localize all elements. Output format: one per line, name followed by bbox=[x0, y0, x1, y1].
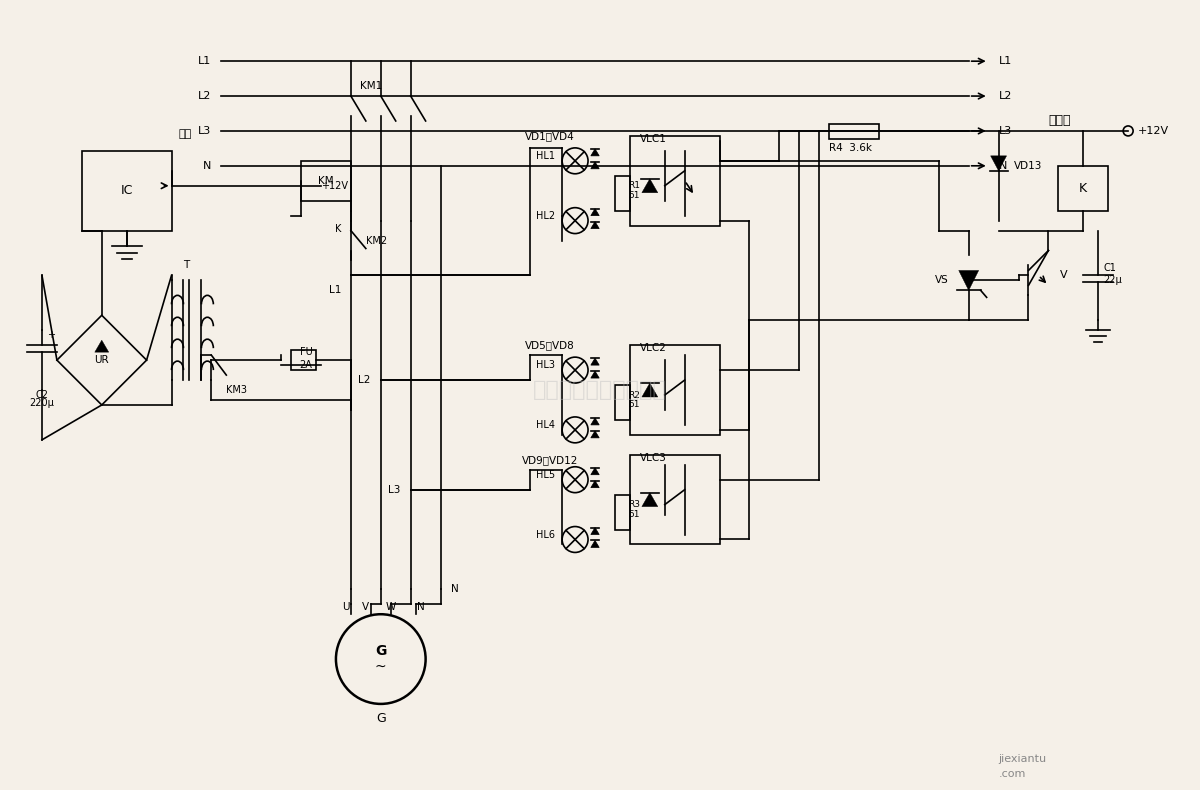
Text: HL3: HL3 bbox=[536, 360, 556, 370]
Text: VD1～VD4: VD1～VD4 bbox=[526, 131, 575, 141]
Polygon shape bbox=[590, 209, 599, 216]
Bar bbox=[630, 345, 720, 435]
Text: ~: ~ bbox=[374, 660, 386, 674]
Text: K: K bbox=[335, 224, 341, 234]
Text: IC: IC bbox=[120, 184, 133, 198]
Text: 51: 51 bbox=[628, 510, 640, 519]
Text: R2: R2 bbox=[628, 390, 640, 400]
Bar bbox=[630, 455, 720, 544]
Text: L1: L1 bbox=[998, 56, 1012, 66]
Bar bbox=[301, 161, 350, 201]
Bar bbox=[614, 385, 630, 420]
Text: +12V: +12V bbox=[1138, 126, 1169, 136]
Text: VLC3: VLC3 bbox=[640, 453, 667, 463]
Text: N: N bbox=[450, 585, 458, 594]
Text: N: N bbox=[998, 161, 1007, 171]
Text: 电网: 电网 bbox=[178, 129, 192, 139]
Text: U: U bbox=[342, 602, 349, 612]
Text: +12V: +12V bbox=[320, 181, 348, 190]
Text: R4  3.6k: R4 3.6k bbox=[829, 143, 872, 153]
Text: C2: C2 bbox=[36, 390, 48, 400]
Text: HL4: HL4 bbox=[536, 420, 556, 430]
Text: KM3: KM3 bbox=[227, 385, 247, 395]
Text: 杭州特睿科技有限公司: 杭州特睿科技有限公司 bbox=[533, 380, 667, 400]
Text: G: G bbox=[376, 713, 385, 725]
Text: N: N bbox=[203, 161, 211, 171]
Polygon shape bbox=[590, 371, 599, 378]
Text: +: + bbox=[47, 330, 55, 340]
Polygon shape bbox=[95, 340, 109, 352]
Text: KM1: KM1 bbox=[360, 81, 382, 91]
Text: UR: UR bbox=[95, 356, 109, 365]
Text: jiexiantu: jiexiantu bbox=[998, 754, 1046, 764]
Text: L3: L3 bbox=[998, 126, 1012, 136]
Text: C1: C1 bbox=[1103, 263, 1116, 273]
Polygon shape bbox=[642, 493, 658, 506]
Text: HL6: HL6 bbox=[536, 529, 556, 540]
Text: 2A: 2A bbox=[300, 360, 312, 370]
Text: L2: L2 bbox=[359, 375, 371, 385]
Text: K: K bbox=[1079, 182, 1087, 194]
Polygon shape bbox=[590, 540, 599, 547]
Text: KM: KM bbox=[318, 175, 334, 186]
Bar bbox=[1058, 166, 1109, 211]
Text: VD5～VD8: VD5～VD8 bbox=[526, 340, 575, 350]
Text: L1: L1 bbox=[329, 285, 341, 295]
Text: 51: 51 bbox=[628, 401, 640, 409]
Polygon shape bbox=[590, 149, 599, 156]
Polygon shape bbox=[642, 179, 658, 193]
Text: L3: L3 bbox=[389, 485, 401, 495]
Text: R1: R1 bbox=[628, 181, 640, 190]
Text: VD13: VD13 bbox=[1014, 161, 1042, 171]
Text: V: V bbox=[1060, 270, 1067, 280]
Polygon shape bbox=[590, 162, 599, 169]
Text: KM2: KM2 bbox=[366, 235, 386, 246]
Polygon shape bbox=[642, 383, 658, 397]
Bar bbox=[292, 350, 316, 370]
Bar bbox=[829, 124, 880, 139]
Text: HL5: HL5 bbox=[536, 470, 556, 480]
Text: G: G bbox=[376, 644, 386, 658]
Text: L2: L2 bbox=[198, 91, 211, 101]
Polygon shape bbox=[991, 156, 1007, 171]
Bar bbox=[614, 495, 630, 529]
Text: 220μ: 220μ bbox=[30, 398, 54, 408]
Polygon shape bbox=[590, 222, 599, 228]
Text: VLC2: VLC2 bbox=[640, 343, 667, 353]
Bar bbox=[614, 175, 630, 211]
Text: L2: L2 bbox=[998, 91, 1012, 101]
Polygon shape bbox=[590, 468, 599, 475]
Polygon shape bbox=[590, 431, 599, 438]
Text: L1: L1 bbox=[198, 56, 211, 66]
Polygon shape bbox=[590, 358, 599, 365]
Polygon shape bbox=[590, 418, 599, 425]
Text: T: T bbox=[184, 261, 190, 270]
Text: VD9～VD12: VD9～VD12 bbox=[522, 455, 578, 465]
Text: L3: L3 bbox=[198, 126, 211, 136]
Text: 51: 51 bbox=[628, 191, 640, 200]
Text: V: V bbox=[362, 602, 370, 612]
Text: VS: VS bbox=[935, 276, 949, 285]
Text: 接负载: 接负载 bbox=[1049, 115, 1070, 127]
Text: N: N bbox=[416, 602, 425, 612]
Text: HL2: HL2 bbox=[536, 211, 556, 220]
Text: VLC1: VLC1 bbox=[640, 134, 667, 144]
Text: 22μ: 22μ bbox=[1103, 276, 1122, 285]
Text: .com: .com bbox=[998, 769, 1026, 779]
Polygon shape bbox=[959, 270, 979, 291]
Text: FU: FU bbox=[300, 347, 312, 357]
Text: R3: R3 bbox=[628, 500, 640, 509]
Polygon shape bbox=[590, 480, 599, 487]
Bar bbox=[82, 151, 172, 231]
Polygon shape bbox=[590, 528, 599, 535]
Text: W: W bbox=[385, 602, 396, 612]
Text: HL1: HL1 bbox=[536, 151, 556, 161]
Bar bbox=[630, 136, 720, 226]
